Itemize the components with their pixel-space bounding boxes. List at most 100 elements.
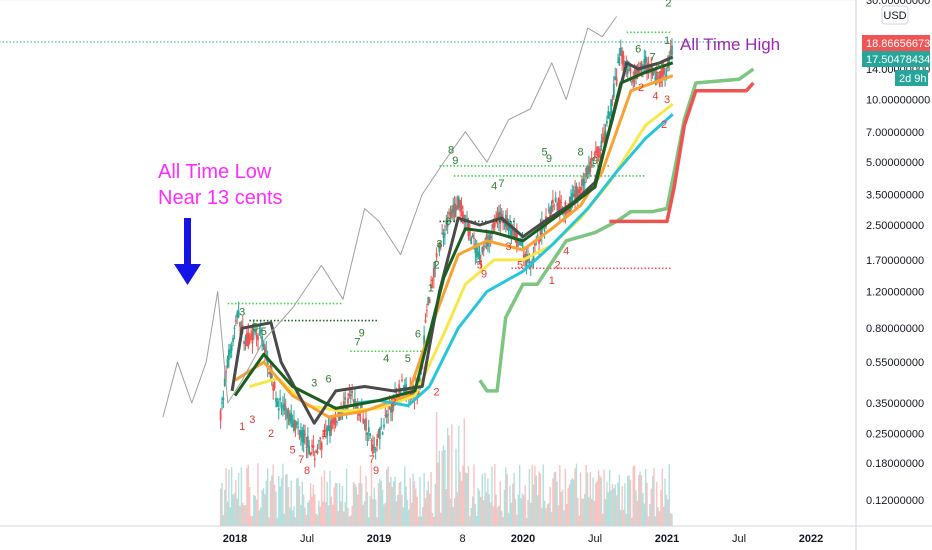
candle-body bbox=[660, 71, 662, 83]
candle-body bbox=[322, 433, 324, 435]
volume-bar bbox=[343, 511, 345, 526]
candle-body bbox=[606, 120, 608, 124]
candle-body bbox=[581, 179, 583, 187]
candle-body bbox=[438, 244, 441, 252]
indicator-line bbox=[609, 81, 755, 224]
volume-bar bbox=[489, 502, 492, 526]
volume-bar bbox=[368, 517, 370, 526]
volume-bar bbox=[528, 469, 531, 526]
price-axis[interactable]: 30.0000000014.0000000010.000000007.00000… bbox=[855, 0, 930, 550]
volume-bar bbox=[433, 516, 435, 526]
volume-bar bbox=[395, 501, 398, 526]
volume-bar bbox=[441, 450, 443, 526]
volume-bar bbox=[254, 495, 256, 526]
volume-bar bbox=[251, 515, 254, 526]
candle-body bbox=[517, 240, 520, 243]
volume-bar bbox=[574, 468, 576, 526]
volume-bar bbox=[242, 502, 244, 526]
volume-bar bbox=[226, 501, 229, 526]
candle-body bbox=[532, 252, 535, 262]
candle-body bbox=[283, 403, 286, 411]
candle-body bbox=[554, 197, 557, 203]
volume-bar bbox=[442, 445, 445, 526]
candle-body bbox=[255, 334, 258, 339]
sequential-count-label: 1 bbox=[428, 282, 434, 294]
volume-bar bbox=[622, 509, 625, 526]
volume-bar bbox=[287, 487, 290, 526]
volume-bar bbox=[390, 476, 392, 526]
sequential-count-label: 5 bbox=[290, 445, 296, 457]
candle-body bbox=[601, 136, 604, 142]
volume-bar bbox=[543, 500, 546, 526]
volume-bar bbox=[330, 496, 333, 526]
volume-bar bbox=[229, 507, 231, 526]
candle-body bbox=[457, 197, 460, 208]
price-tick-label: 1.70000000 bbox=[866, 255, 924, 267]
sequential-count-label: 3 bbox=[436, 238, 442, 250]
volume-bar bbox=[566, 503, 568, 526]
currency-button[interactable] bbox=[881, 5, 909, 25]
candle-body bbox=[632, 77, 635, 83]
candle-body bbox=[293, 419, 295, 431]
volume-bar bbox=[510, 502, 513, 526]
volume-bar bbox=[590, 498, 593, 526]
candle-body bbox=[565, 210, 568, 214]
candle-body bbox=[448, 211, 450, 214]
volume-bar bbox=[638, 474, 640, 526]
candle-body bbox=[600, 140, 603, 147]
candle-body bbox=[593, 153, 596, 155]
sequential-count-label: 2 bbox=[390, 397, 396, 409]
candle-body bbox=[583, 181, 586, 184]
volume-bar bbox=[449, 498, 452, 526]
candle-body bbox=[488, 234, 491, 243]
candle-body bbox=[599, 148, 601, 157]
candle-body bbox=[669, 49, 672, 54]
candle-body bbox=[646, 63, 648, 74]
sequential-count-label: 6 bbox=[635, 44, 641, 56]
candle-body bbox=[430, 284, 432, 288]
volume-bar bbox=[578, 515, 580, 526]
price-tick-label: 0.80000000 bbox=[866, 323, 924, 335]
candle-body bbox=[305, 446, 308, 448]
volume-bar bbox=[326, 481, 328, 526]
candle-body bbox=[268, 372, 270, 374]
sequential-count-label: 7 bbox=[354, 337, 360, 349]
volume-bar bbox=[588, 497, 590, 526]
sequential-count-label: 7 bbox=[498, 178, 504, 190]
candle-body bbox=[441, 232, 444, 234]
time-tick-label: 2022 bbox=[799, 533, 823, 545]
volume-bar bbox=[488, 494, 490, 526]
candle-body bbox=[637, 69, 640, 74]
volume-bar bbox=[633, 465, 636, 526]
candle-body bbox=[312, 445, 315, 449]
candle-body bbox=[582, 179, 585, 186]
candle-body bbox=[226, 358, 229, 367]
volume-bar bbox=[530, 502, 532, 526]
candle-body bbox=[262, 340, 265, 347]
volume-bar bbox=[610, 490, 612, 526]
volume-bar bbox=[572, 479, 575, 526]
volume-bar bbox=[509, 485, 511, 526]
time-axis[interactable]: 2018 Jul 2019 8 2020 Jul 2021 Jul 2022 bbox=[0, 525, 932, 545]
candle-body bbox=[391, 402, 394, 413]
volume-bar bbox=[305, 514, 308, 526]
volume-bar bbox=[293, 506, 295, 526]
candle-body bbox=[503, 222, 506, 224]
volume-bar bbox=[636, 500, 639, 526]
indicator-line bbox=[234, 74, 674, 419]
volume-bar bbox=[286, 473, 288, 526]
volume-bar bbox=[592, 477, 594, 526]
volume-bar bbox=[553, 472, 555, 526]
volume-bar bbox=[545, 508, 547, 526]
candle-body bbox=[621, 50, 624, 64]
candle-body bbox=[630, 81, 633, 83]
candle-body bbox=[456, 205, 459, 209]
volume-bar bbox=[650, 488, 652, 526]
volume-bar bbox=[308, 500, 310, 526]
volume-bar bbox=[348, 516, 351, 526]
volume-bar bbox=[552, 478, 554, 526]
sequential-count-label: 2 bbox=[661, 119, 667, 131]
volume-bar bbox=[262, 488, 265, 526]
volume-bar bbox=[532, 484, 535, 526]
